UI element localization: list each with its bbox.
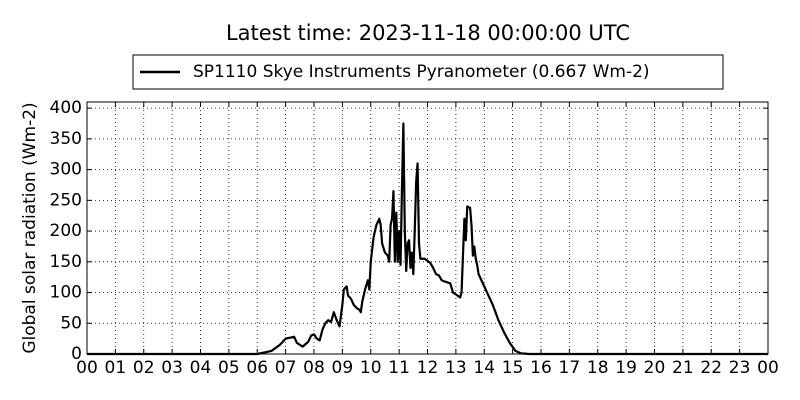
y-tick-label: 250 <box>50 190 82 210</box>
x-tick-label: 17 <box>559 358 581 378</box>
x-tick-label: 06 <box>246 358 268 378</box>
x-tick-label: 14 <box>473 358 495 378</box>
x-tick-label: 20 <box>644 358 666 378</box>
x-tick-label: 16 <box>530 358 552 378</box>
legend-label: SP1110 Skye Instruments Pyranometer (0.6… <box>193 62 650 82</box>
y-tick-label: 0 <box>71 344 82 364</box>
x-tick-label: 23 <box>729 358 751 378</box>
x-tick-label: 22 <box>700 358 722 378</box>
x-tick-label: 02 <box>133 358 155 378</box>
x-tick-label: 18 <box>587 358 609 378</box>
x-tick-label: 00 <box>757 358 779 378</box>
y-tick-label: 300 <box>50 160 82 180</box>
y-tick-label: 350 <box>50 129 82 149</box>
y-tick-label: 50 <box>60 313 82 333</box>
y-axis-label: Global solar radiation (Wm-2) <box>20 102 40 353</box>
x-tick-label: 04 <box>190 358 212 378</box>
x-tick-label: 00 <box>76 358 98 378</box>
y-tick-label: 150 <box>50 252 82 272</box>
x-tick-label: 11 <box>388 358 410 378</box>
x-tick-label: 09 <box>332 358 354 378</box>
x-tick-label: 08 <box>303 358 325 378</box>
x-tick-label: 01 <box>105 358 127 378</box>
x-tick-label: 10 <box>360 358 382 378</box>
plot-frame <box>86 101 769 355</box>
legend-box <box>132 54 724 90</box>
y-tick-label: 400 <box>50 98 82 118</box>
y-tick-label: 200 <box>50 221 82 241</box>
chart-title: Latest time: 2023-11-18 00:00:00 UTC <box>226 21 630 45</box>
data-line <box>87 122 768 356</box>
x-tick-label: 12 <box>417 358 439 378</box>
x-tick-label: 13 <box>445 358 467 378</box>
x-tick-label: 21 <box>672 358 694 378</box>
x-tick-label: 05 <box>218 358 240 378</box>
y-tick-label: 100 <box>50 283 82 303</box>
x-tick-label: 15 <box>502 358 524 378</box>
x-tick-label: 03 <box>161 358 183 378</box>
x-tick-label: 19 <box>615 358 637 378</box>
x-tick-label: 07 <box>275 358 297 378</box>
